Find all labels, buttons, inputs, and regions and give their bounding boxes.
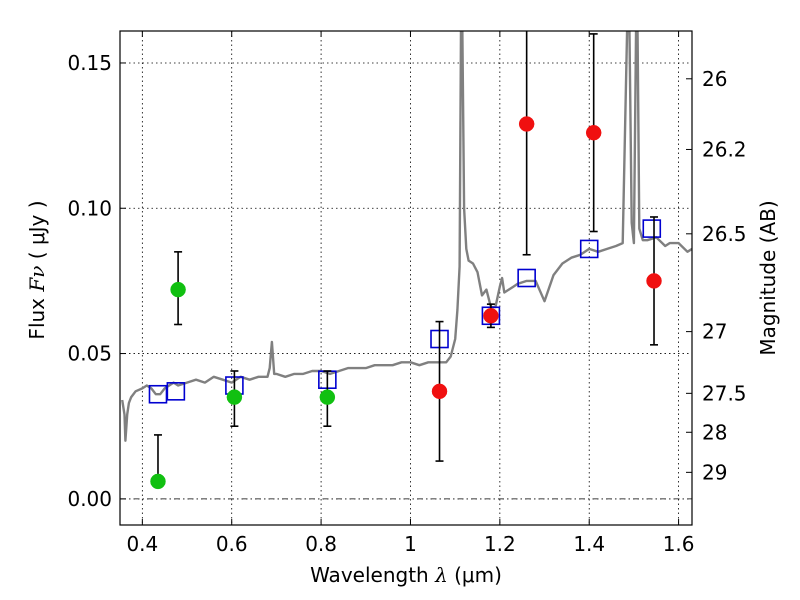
mag-tick-label: 26 (702, 67, 727, 91)
y-tick-label: 0.10 (67, 196, 112, 220)
grid (120, 31, 692, 525)
mag-tick-label: 29 (702, 460, 727, 484)
mag-tick-label: 28 (702, 420, 727, 444)
x-tick-label: 0.8 (305, 532, 337, 556)
data-point (150, 473, 166, 490)
model-photometry-square (579, 239, 599, 259)
y-tick-label: 0.00 (67, 487, 112, 511)
data-point (518, 116, 535, 132)
data-point (646, 273, 662, 289)
data-point (226, 389, 243, 405)
model-photometry-square (517, 268, 536, 288)
data-point (483, 308, 499, 324)
data-point (319, 389, 336, 405)
plot-frame (119, 30, 693, 526)
model-photometry-square (148, 384, 168, 404)
x-tick-label: 0.6 (216, 532, 248, 556)
mag-tick-label: 27 (702, 320, 727, 344)
y-tick-label: 0.15 (67, 51, 112, 75)
data-point (170, 281, 186, 298)
x-axis-label: Wavelength λ (μm) (310, 563, 502, 587)
x-tick-label: 1.2 (484, 532, 516, 556)
model-photometry-square (642, 219, 662, 238)
model-spectrum-line (121, 31, 692, 442)
x-tick-label: 1.4 (573, 532, 605, 556)
mag-tick-label: 27.5 (702, 381, 747, 405)
model-photometry-square (166, 382, 186, 401)
y-axis-label: Flux Fν ( μJy ) (25, 200, 49, 339)
x-tick-label: 0.4 (126, 532, 158, 556)
plot-area (121, 31, 692, 490)
right-axis-label: Magnitude (AB) (756, 200, 780, 355)
y-tick-label: 0.05 (67, 342, 112, 366)
x-tick-label: 1.6 (663, 532, 695, 556)
mag-tick-label: 26.5 (702, 222, 747, 246)
axis-ticks: 0.4 0.6 0.8 1 1.2 1.4 1.6 0.00 0.05 0.10 0.15 26 26.… (67, 31, 747, 556)
x-tick-label: 1 (404, 532, 417, 556)
mag-tick-label: 26.2 (702, 137, 747, 161)
data-point (585, 124, 602, 141)
data-point (431, 383, 448, 400)
